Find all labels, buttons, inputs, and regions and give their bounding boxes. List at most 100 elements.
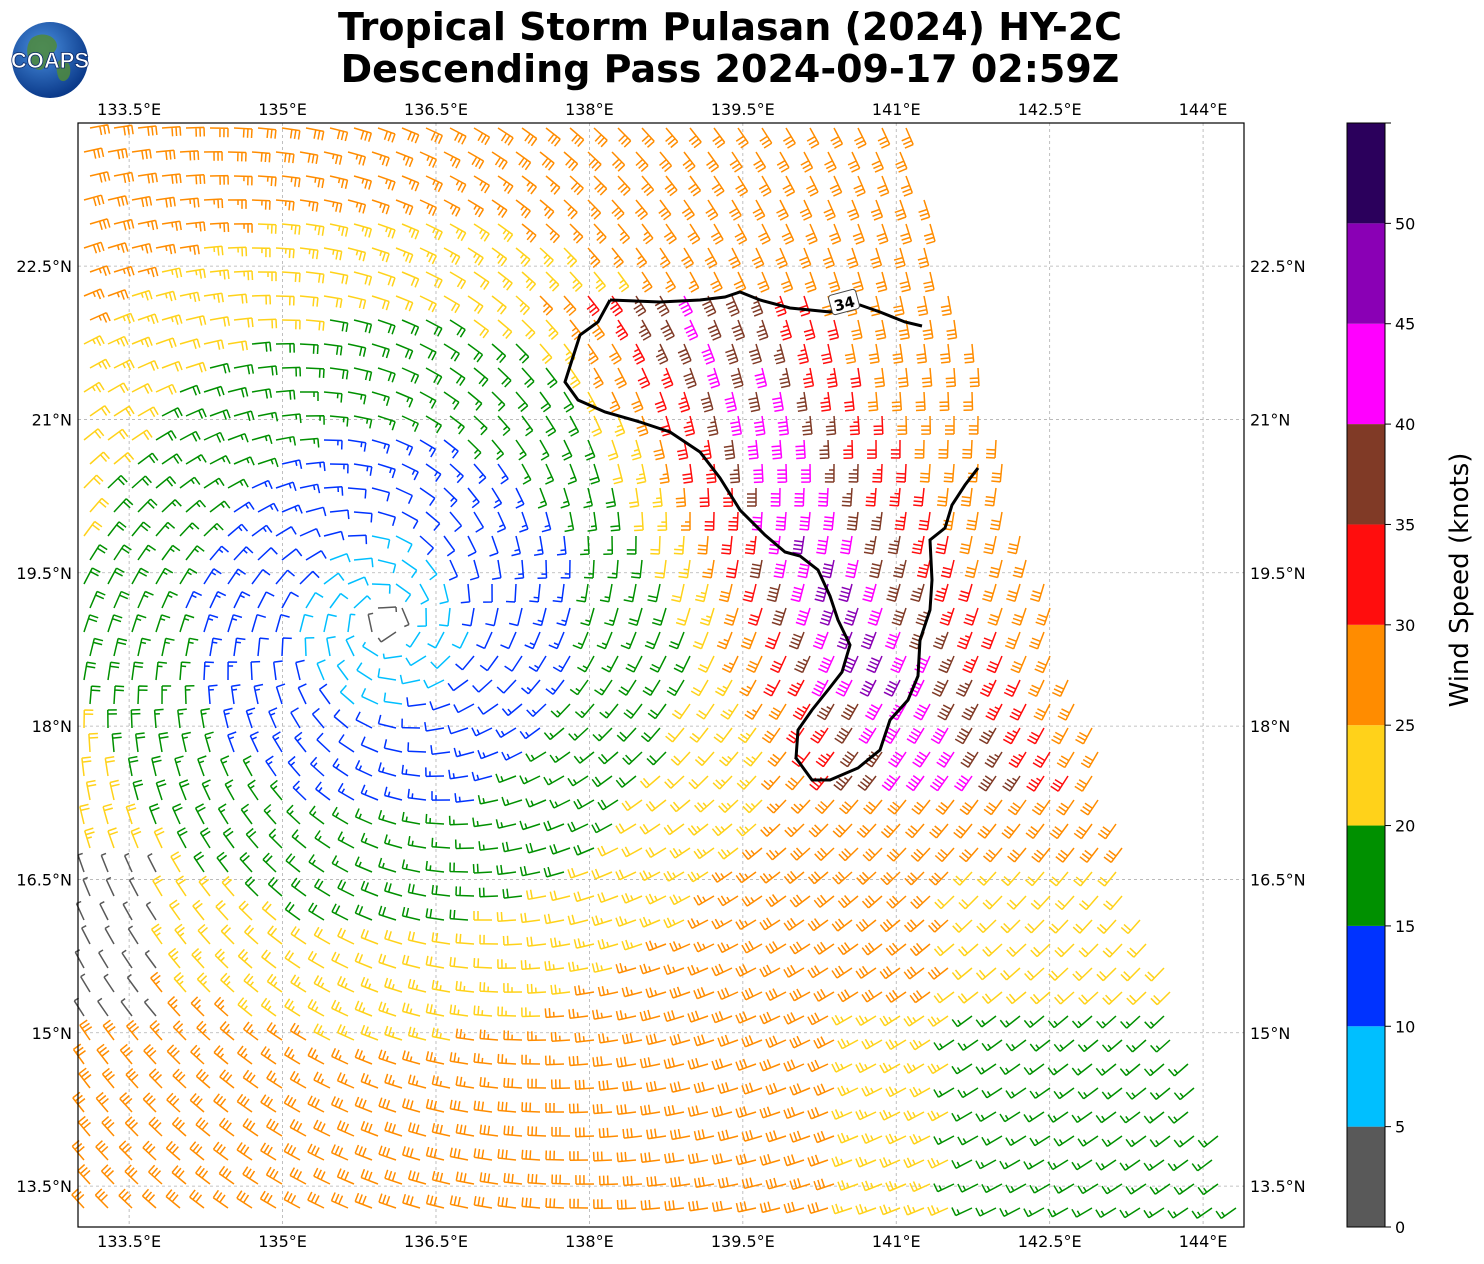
wind-barb (371, 487, 391, 502)
wind-barb (131, 614, 147, 633)
wind-barb (525, 889, 547, 901)
wind-barb (831, 1109, 853, 1120)
wind-barb (448, 815, 469, 826)
wind-barb (819, 607, 835, 626)
wind-barb (592, 727, 613, 742)
wind-barb (353, 557, 374, 568)
wind-barb (200, 707, 210, 729)
wind-barb (1005, 1039, 1027, 1052)
wind-barb (870, 511, 883, 531)
wind-barb (354, 1048, 373, 1065)
wind-barb (1051, 679, 1069, 697)
wind-barb (983, 847, 1003, 863)
wind-barb (567, 463, 578, 485)
wind-barb (639, 1057, 661, 1069)
wind-barb (745, 655, 763, 673)
wind-barb (175, 875, 187, 897)
wind-barb (1143, 1063, 1165, 1077)
wind-barb (587, 247, 601, 268)
wind-barb (203, 339, 225, 350)
wind-barb (854, 127, 867, 149)
wind-barb (424, 721, 445, 732)
wind-barb (521, 415, 534, 437)
wind-barb (687, 871, 709, 883)
wind-barb (999, 1015, 1021, 1028)
wind-barb (573, 844, 595, 856)
wind-barb (284, 950, 301, 969)
wind-barb (545, 271, 560, 292)
wind-barb (305, 319, 325, 331)
wind-barb (549, 937, 571, 948)
wind-barb (789, 988, 811, 1002)
wind-barb (111, 732, 122, 753)
wind-barb (693, 1176, 715, 1188)
wind-barb (1191, 1207, 1213, 1219)
wind-barb (209, 409, 231, 420)
wind-barb (323, 613, 337, 633)
wind-barb (331, 999, 349, 1017)
wind-barb (192, 899, 205, 921)
wind-barb (401, 1146, 421, 1161)
wind-barb (693, 987, 715, 1000)
wind-barb (179, 244, 200, 255)
wind-barb (879, 1109, 901, 1121)
wind-barb (496, 864, 517, 876)
wind-barb (773, 559, 787, 579)
wind-barb (919, 463, 931, 483)
wind-barb (449, 511, 463, 533)
wind-barb (1102, 991, 1123, 1005)
wind-barb (383, 834, 403, 849)
wind-barb (233, 127, 253, 139)
wind-barb (958, 847, 979, 863)
wind-barb (527, 1173, 547, 1185)
wind-barb (786, 727, 805, 744)
wind-barb (220, 755, 230, 777)
wind-barb (567, 867, 589, 879)
wind-barb (659, 415, 672, 437)
wind-barb (313, 1023, 331, 1041)
wind-barb (966, 511, 979, 531)
wind-barb (461, 607, 475, 627)
wind-barb (813, 988, 835, 1002)
wind-barb (497, 1006, 517, 1017)
wind-barb (787, 679, 805, 697)
wind-barb (1053, 1183, 1075, 1194)
wind-barb (251, 569, 271, 585)
wind-barb (521, 271, 537, 292)
wind-barb (845, 559, 859, 579)
wind-barb (242, 1118, 259, 1137)
wind-barb (515, 295, 530, 316)
wind-barb (153, 708, 164, 729)
wind-barb (377, 319, 396, 335)
wind-barb (759, 871, 781, 884)
wind-barb (909, 1181, 931, 1193)
wind-barb (521, 127, 538, 147)
wind-barb (756, 319, 769, 341)
wind-barb (910, 583, 925, 603)
wind-barb (329, 592, 349, 609)
wind-barb (89, 171, 111, 183)
wind-barb (880, 871, 901, 886)
wind-barb (904, 871, 925, 886)
wind-barb (598, 1175, 619, 1186)
wind-barb (1055, 847, 1075, 863)
wind-barb (339, 684, 355, 705)
wind-barb (137, 266, 159, 278)
wind-barb (83, 827, 95, 849)
wind-barb (574, 985, 595, 996)
wind-barb (831, 918, 853, 932)
wind-barb (729, 463, 741, 484)
wind-barb (665, 127, 679, 149)
wind-barb (816, 535, 829, 555)
wind-barb (687, 1010, 709, 1023)
wind-barb (473, 958, 493, 969)
wind-barb (1024, 967, 1045, 981)
wind-barb (407, 1170, 427, 1185)
wind-barb (984, 487, 997, 507)
wind-barb (467, 535, 477, 557)
wind-barb (663, 1057, 685, 1070)
wind-barb (829, 175, 843, 197)
wind-barb (332, 758, 349, 777)
wind-barb (975, 1015, 997, 1028)
wind-barb (617, 127, 632, 148)
